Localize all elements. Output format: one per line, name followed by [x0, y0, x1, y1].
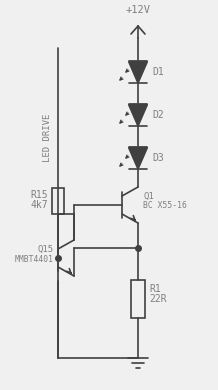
- Text: BC X55-16: BC X55-16: [143, 200, 187, 209]
- Text: MMBT4401: MMBT4401: [15, 255, 54, 264]
- FancyBboxPatch shape: [52, 188, 64, 214]
- FancyBboxPatch shape: [131, 280, 145, 318]
- Polygon shape: [129, 62, 147, 83]
- Text: +12V: +12V: [126, 5, 150, 15]
- Text: LED DRIVE: LED DRIVE: [43, 114, 51, 162]
- Text: D3: D3: [152, 153, 164, 163]
- Text: R15: R15: [30, 190, 48, 200]
- Text: R1: R1: [149, 284, 161, 294]
- Polygon shape: [129, 147, 147, 169]
- Text: D1: D1: [152, 67, 164, 77]
- Text: Q15: Q15: [38, 245, 54, 254]
- Text: 4k7: 4k7: [30, 200, 48, 210]
- Polygon shape: [129, 105, 147, 126]
- Text: D2: D2: [152, 110, 164, 120]
- Text: 22R: 22R: [149, 294, 167, 304]
- Text: Q1: Q1: [143, 191, 154, 200]
